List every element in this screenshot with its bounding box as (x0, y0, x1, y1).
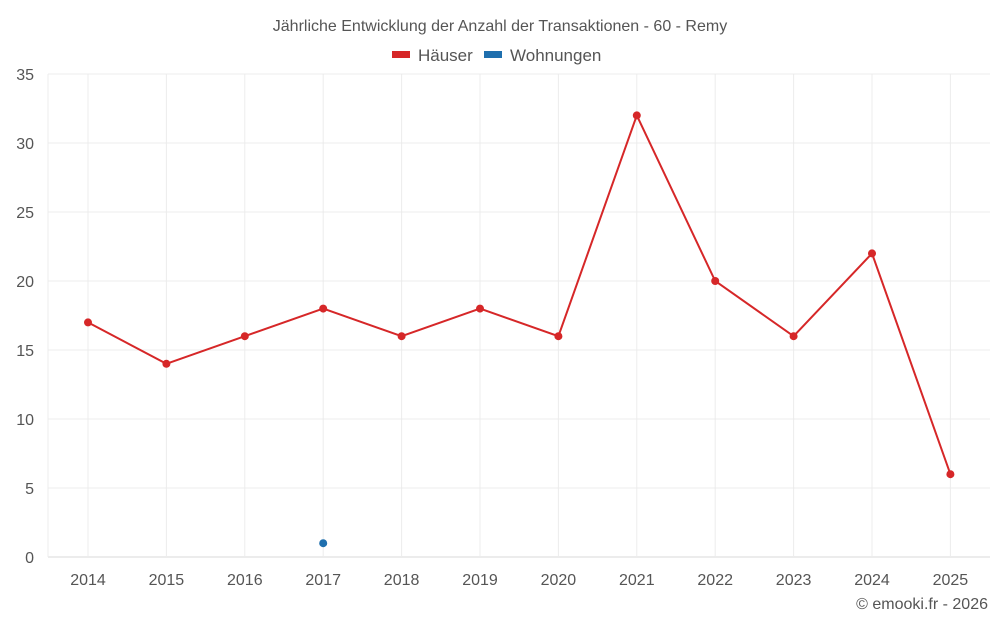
y-tick-label: 25 (16, 205, 34, 222)
x-tick-label: 2018 (384, 572, 420, 589)
y-tick-label: 20 (16, 274, 34, 291)
data-point (476, 304, 484, 313)
data-point (84, 318, 92, 327)
data-point (946, 470, 955, 479)
data-point (319, 304, 328, 313)
data-point (789, 332, 798, 341)
x-tick-label: 2023 (776, 572, 812, 589)
series-layer (84, 111, 955, 548)
grid (47, 73, 990, 558)
data-point (319, 539, 328, 548)
legend-swatch (484, 51, 502, 58)
x-tick-label: 2020 (541, 572, 577, 589)
y-tick-label: 15 (16, 343, 34, 360)
chart-title: Jährliche Entwicklung der Anzahl der Tra… (273, 18, 727, 35)
y-tick-label: 35 (16, 67, 34, 84)
y-tick-label: 5 (25, 481, 34, 498)
credit-text: © emooki.fr - 2026 (856, 596, 988, 613)
x-tick-label: 2025 (933, 572, 969, 589)
data-point (162, 359, 171, 368)
y-axis: 0 5 10 15 20 25 30 35 (16, 67, 34, 567)
y-tick-label: 30 (16, 136, 34, 153)
data-point (711, 277, 720, 285)
x-tick-label: 2014 (70, 572, 106, 589)
series-line (87, 112, 952, 475)
x-tick-label: 2017 (305, 572, 341, 589)
x-tick-label: 2021 (619, 572, 655, 589)
data-point (868, 249, 876, 258)
x-tick-label: 2019 (462, 572, 498, 589)
x-tick-label: 2024 (854, 572, 890, 589)
x-axis: 2014 2015 2016 2017 2018 2019 2020 2021 2022 2023… (70, 572, 968, 589)
legend-swatch (392, 51, 410, 58)
legend: Häuser Wohnungen (392, 46, 601, 65)
x-tick-label: 2016 (227, 572, 263, 589)
data-point (632, 111, 641, 120)
x-tick-label: 2015 (149, 572, 185, 589)
y-tick-label: 10 (16, 412, 34, 429)
data-point (554, 332, 563, 341)
data-point (240, 332, 249, 341)
y-tick-label: 0 (25, 550, 34, 567)
data-point (397, 332, 406, 341)
legend-label: Häuser (418, 46, 473, 65)
x-tick-label: 2022 (697, 572, 733, 589)
legend-label: Wohnungen (510, 46, 601, 65)
